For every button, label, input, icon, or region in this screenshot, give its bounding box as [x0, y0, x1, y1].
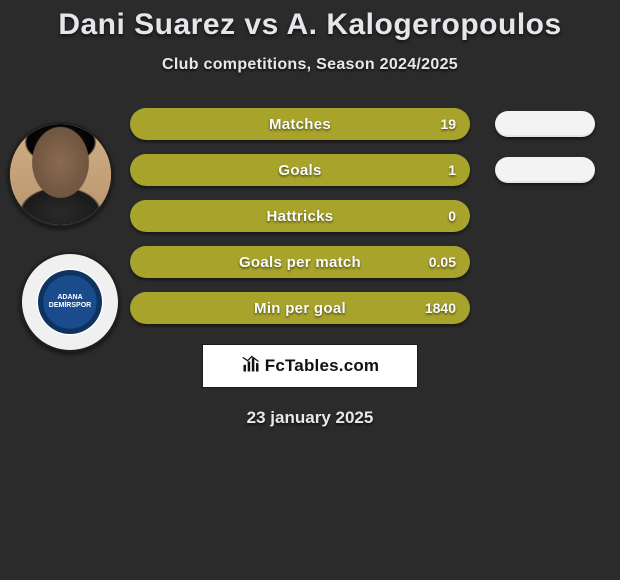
- stat-bar: Min per goal 1840: [130, 292, 470, 324]
- attribution-text: FcTables.com: [265, 356, 380, 376]
- row-right-slot: [470, 295, 620, 321]
- bar-track: Goals per match 0.05: [130, 246, 470, 278]
- stat-label: Min per goal: [130, 292, 470, 324]
- row-right-slot: [470, 157, 620, 183]
- stat-bar: Hattricks 0: [130, 200, 470, 232]
- row-right-slot: [470, 249, 620, 275]
- bar-chart-icon: [241, 354, 261, 379]
- bar-track: Matches 19: [130, 108, 470, 140]
- date-text: 23 january 2025: [0, 408, 620, 428]
- player1-club-badge: ADANA DEMİRSPOR: [20, 252, 120, 352]
- stat-label: Goals per match: [130, 246, 470, 278]
- title-vs: vs: [244, 8, 278, 41]
- subtitle: Club competitions, Season 2024/2025: [0, 56, 620, 74]
- title-player2: A. Kalogeropoulos: [287, 8, 562, 41]
- stat-value: 1: [448, 154, 456, 186]
- stat-value: 19: [440, 108, 456, 140]
- stat-label: Goals: [130, 154, 470, 186]
- title-player1: Dani Suarez: [58, 8, 235, 41]
- bar-track: Goals 1: [130, 154, 470, 186]
- stat-label: Matches: [130, 108, 470, 140]
- player2-value-pill: [495, 111, 595, 137]
- stat-label: Hattricks: [130, 200, 470, 232]
- stat-bar: Goals per match 0.05: [130, 246, 470, 278]
- bar-track: Hattricks 0: [130, 200, 470, 232]
- stat-bar: Goals 1: [130, 154, 470, 186]
- stat-value: 1840: [425, 292, 456, 324]
- player2-value-pill: [495, 157, 595, 183]
- page-title: Dani Suarez vs A. Kalogeropoulos: [0, 0, 620, 42]
- row-right-slot: [470, 111, 620, 137]
- club-badge-text: ADANA DEMİRSPOR: [38, 294, 102, 309]
- stat-value: 0.05: [429, 246, 456, 278]
- player1-avatar: [8, 122, 113, 227]
- avatar-photo-placeholder: [10, 124, 111, 225]
- club-badge-inner: ADANA DEMİRSPOR: [38, 270, 102, 334]
- stat-value: 0: [448, 200, 456, 232]
- attribution-link[interactable]: FcTables.com: [202, 344, 418, 388]
- bar-track: Min per goal 1840: [130, 292, 470, 324]
- row-right-slot: [470, 203, 620, 229]
- stat-bar: Matches 19: [130, 108, 470, 140]
